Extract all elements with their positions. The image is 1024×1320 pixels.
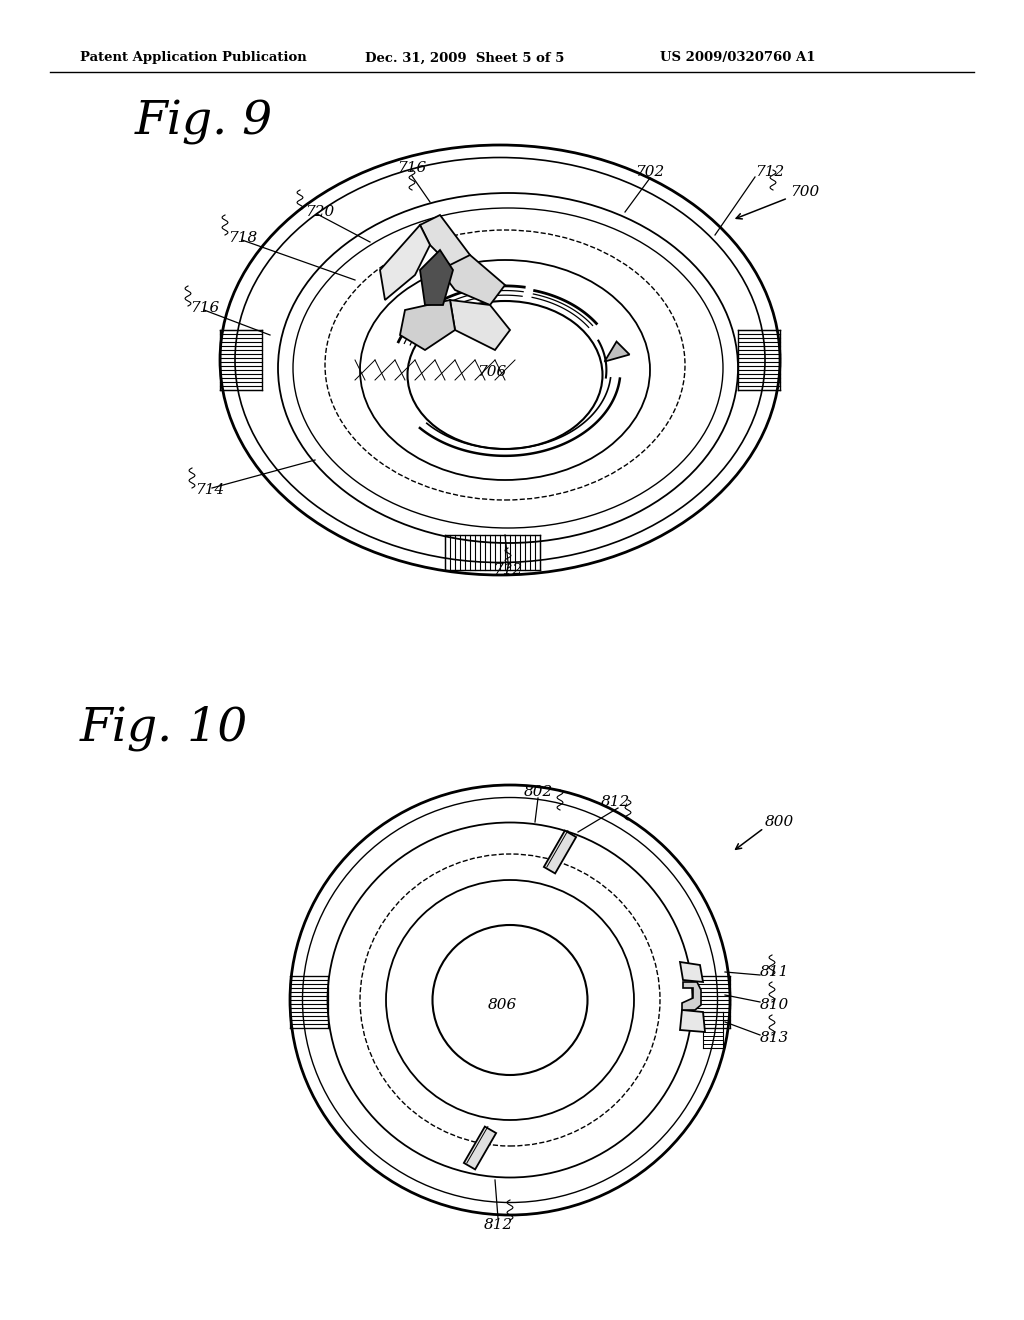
Polygon shape <box>464 1126 497 1170</box>
Text: 700: 700 <box>790 185 819 199</box>
Text: Fig. 9: Fig. 9 <box>135 99 273 145</box>
Polygon shape <box>682 982 701 1010</box>
Polygon shape <box>680 1010 705 1032</box>
Text: Fig. 10: Fig. 10 <box>80 705 249 751</box>
Text: Patent Application Publication: Patent Application Publication <box>80 51 307 65</box>
Text: 800: 800 <box>765 814 795 829</box>
Text: 702: 702 <box>635 165 665 180</box>
Text: 802: 802 <box>523 785 553 799</box>
Polygon shape <box>680 962 703 982</box>
Polygon shape <box>440 255 505 305</box>
Polygon shape <box>450 300 510 350</box>
Text: US 2009/0320760 A1: US 2009/0320760 A1 <box>660 51 815 65</box>
Text: 812: 812 <box>600 795 630 809</box>
Polygon shape <box>400 300 455 350</box>
Polygon shape <box>604 342 630 362</box>
Text: 716: 716 <box>397 161 427 176</box>
Text: 712: 712 <box>494 564 522 577</box>
Text: Dec. 31, 2009  Sheet 5 of 5: Dec. 31, 2009 Sheet 5 of 5 <box>365 51 564 65</box>
Polygon shape <box>544 830 577 874</box>
Text: 806: 806 <box>487 998 517 1012</box>
Text: 716: 716 <box>190 301 219 315</box>
Text: 706: 706 <box>477 366 507 379</box>
Text: 720: 720 <box>305 205 334 219</box>
Text: 714: 714 <box>195 483 224 498</box>
Polygon shape <box>380 224 430 300</box>
Text: 811: 811 <box>760 965 790 979</box>
Text: 810: 810 <box>760 998 790 1012</box>
Text: 712: 712 <box>755 165 784 180</box>
Polygon shape <box>420 249 453 305</box>
Text: 718: 718 <box>228 231 257 246</box>
Text: 813: 813 <box>760 1031 790 1045</box>
Text: 812: 812 <box>483 1218 513 1232</box>
Polygon shape <box>420 215 470 271</box>
